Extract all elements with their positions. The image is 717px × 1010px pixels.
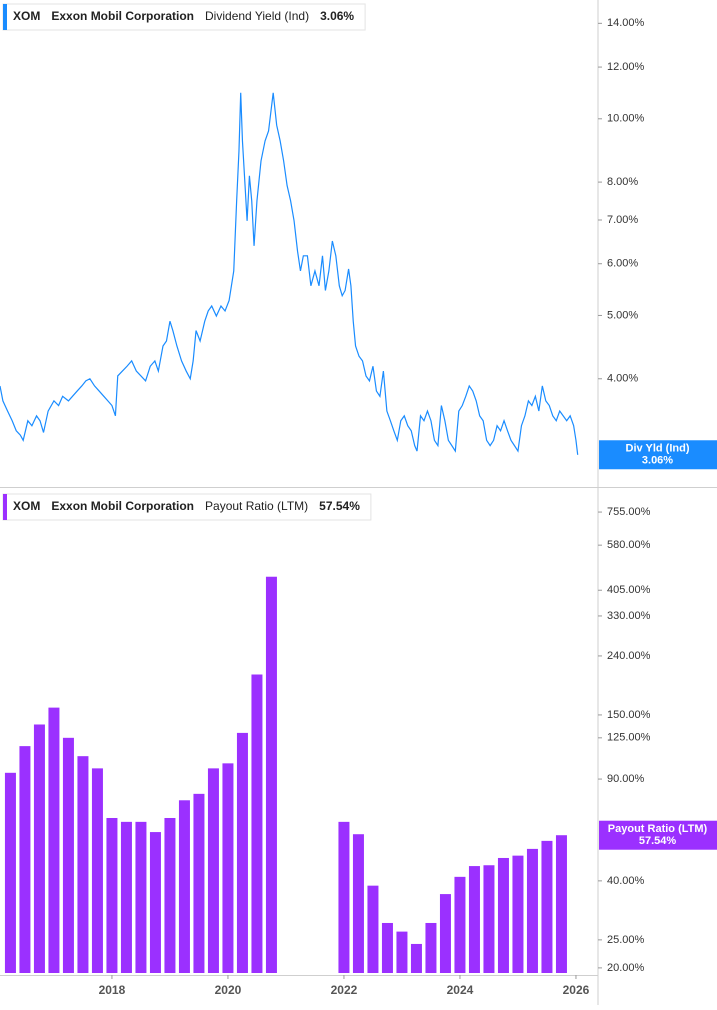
bar	[367, 885, 379, 973]
bar	[265, 576, 277, 973]
y-tick-label: 7.00%	[607, 214, 638, 226]
bar	[410, 943, 422, 973]
bar	[120, 821, 132, 973]
series-name: Payout Ratio (LTM)	[205, 499, 308, 513]
legend-header: XOM Exxon Mobil Corporation Dividend Yield…	[2, 3, 366, 31]
bar	[425, 922, 437, 973]
bar	[193, 793, 205, 973]
bar	[497, 857, 509, 973]
bar	[207, 768, 219, 973]
y-tick-label: 40.00%	[607, 875, 645, 887]
company: Exxon Mobil Corporation	[51, 9, 194, 23]
legend-swatch	[3, 494, 7, 520]
bar	[454, 876, 466, 973]
bar	[135, 821, 147, 973]
y-tick-label: 12.00%	[607, 61, 645, 73]
bar	[352, 834, 364, 973]
bar	[164, 817, 176, 973]
bar	[338, 821, 350, 973]
bar	[4, 772, 16, 973]
bar	[236, 732, 248, 973]
last-value: 57.54%	[319, 499, 360, 513]
tag-name: Div Yld (Ind)	[626, 443, 690, 455]
ticker: XOM	[13, 9, 40, 23]
x-tick-label: 2026	[563, 983, 590, 997]
bar	[222, 763, 234, 973]
bar	[541, 840, 553, 973]
bar	[396, 931, 408, 973]
x-tick-label: 2018	[99, 983, 126, 997]
y-tick-label: 8.00%	[607, 176, 638, 188]
bar	[512, 855, 524, 973]
y-tick-label: 4.00%	[607, 373, 638, 385]
y-tick-label: 5.00%	[607, 309, 638, 321]
x-tick-label: 2022	[331, 983, 358, 997]
ticker: XOM	[13, 499, 40, 513]
y-tick-label: 25.00%	[607, 934, 645, 946]
legend-header: XOM Exxon Mobil Corporation Payout Ratio (…	[2, 493, 372, 521]
bar	[149, 832, 161, 973]
y-tick-label: 10.00%	[607, 113, 645, 125]
y-tick-label: 405.00%	[607, 584, 651, 596]
bar	[251, 674, 263, 973]
tag-name: Payout Ratio (LTM)	[608, 823, 708, 835]
tag-value: 3.06%	[642, 455, 673, 467]
bar	[106, 817, 118, 973]
bar	[62, 737, 74, 973]
bar	[33, 724, 45, 973]
bar	[439, 894, 451, 973]
y-tick-label: 125.00%	[607, 732, 651, 744]
x-tick-label: 2024	[447, 983, 474, 997]
last-value-tag	[599, 820, 717, 850]
bar	[555, 835, 567, 973]
bar	[178, 800, 190, 973]
y-tick-label: 330.00%	[607, 610, 651, 622]
series-name: Dividend Yield (Ind)	[205, 9, 309, 23]
y-tick-label: 6.00%	[607, 258, 638, 270]
bar	[483, 865, 495, 973]
bar	[381, 922, 393, 973]
last-value: 3.06%	[320, 9, 354, 23]
y-tick-label: 14.00%	[607, 17, 645, 29]
line	[0, 92, 579, 455]
legend-swatch	[3, 4, 7, 30]
y-tick-label: 580.00%	[607, 539, 651, 551]
last-value-tag	[599, 440, 717, 470]
y-tick-label: 240.00%	[607, 650, 651, 662]
bar	[48, 707, 60, 973]
y-tick-label: 150.00%	[607, 709, 651, 721]
tag-value: 57.54%	[639, 835, 677, 847]
legend-box	[2, 3, 366, 31]
bar	[526, 848, 538, 973]
bar	[19, 746, 31, 973]
legend-box	[2, 493, 372, 521]
y-tick-label: 755.00%	[607, 506, 651, 518]
y-tick-label: 90.00%	[607, 773, 645, 785]
bar	[91, 768, 103, 973]
x-tick-label: 2020	[215, 983, 242, 997]
bar	[77, 756, 89, 973]
company: Exxon Mobil Corporation	[51, 499, 194, 513]
y-tick-label: 20.00%	[607, 962, 645, 974]
bar	[468, 866, 480, 973]
